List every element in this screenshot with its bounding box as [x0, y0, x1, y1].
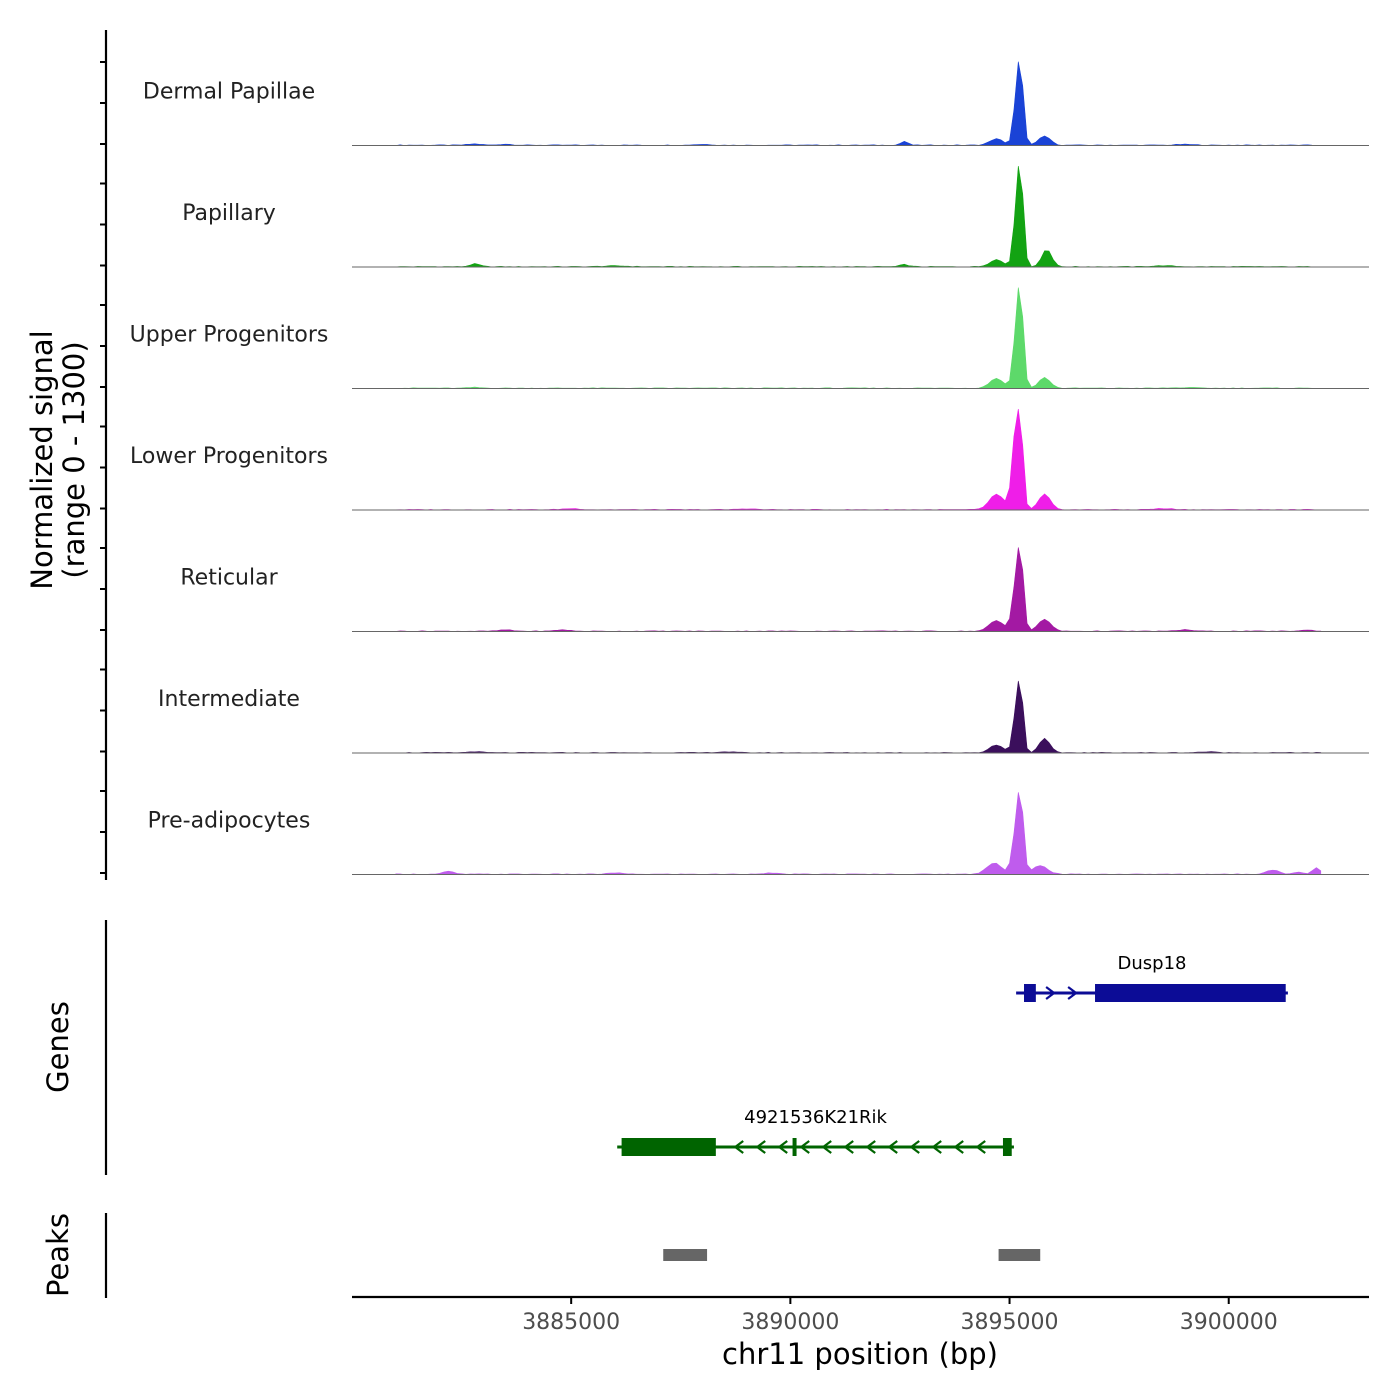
strand-arrow [733, 1140, 744, 1154]
x-tick-label: 3900000 [1180, 1310, 1278, 1335]
coverage-panel: Normalized signal (range 0 - 1300) Derma… [25, 30, 1369, 880]
x-axis: 3885000 3890000 3895000 3900000 chr11 posit… [352, 1295, 1369, 1371]
signal-area [395, 61, 1322, 146]
signal-area [395, 792, 1322, 875]
gene-exon [1095, 984, 1286, 1002]
gene-model: 4921536K21Rik [617, 1107, 1014, 1156]
gene-exon [1024, 984, 1036, 1002]
signal-track: Lower Progenitors [130, 408, 1369, 511]
peak-region-bar [998, 1249, 1041, 1261]
peaks-panel: Peaks [41, 1213, 1041, 1298]
strand-arrow [887, 1140, 898, 1154]
gene-exon [621, 1138, 716, 1156]
strand-arrow [799, 1140, 810, 1154]
x-tick-label: 3890000 [741, 1310, 839, 1335]
signal-track: Papillary [182, 165, 1369, 268]
track-label: Intermediate [158, 687, 300, 712]
strand-arrow [865, 1140, 876, 1154]
signal-track: Reticular [180, 547, 1369, 632]
track-label: Dermal Papillae [143, 80, 315, 105]
gene-exon [1002, 1138, 1012, 1156]
signal-area [395, 408, 1322, 511]
strand-arrow [821, 1140, 832, 1154]
genes-panel: Genes Dusp18 4921536K21Rik [41, 920, 1288, 1175]
x-axis-title: chr11 position (bp) [722, 1337, 998, 1371]
strand-arrow [909, 1140, 920, 1154]
track-label: Lower Progenitors [130, 444, 328, 469]
signal-track: Intermediate [158, 680, 1369, 754]
strand-arrow [755, 1140, 766, 1154]
strand-arrow [975, 1140, 986, 1154]
strand-arrow [843, 1140, 854, 1154]
peak-regions [663, 1249, 1041, 1261]
y-axis-range-title: (range 0 - 1300) [57, 341, 91, 578]
signal-track: Dermal Papillae [143, 61, 1369, 146]
x-ticks: 3885000 3890000 3895000 3900000 [522, 1297, 1278, 1335]
strand-arrow [1067, 986, 1078, 1000]
gene-exon [792, 1138, 797, 1156]
strand-arrow [777, 1140, 788, 1154]
signal-area [395, 680, 1322, 754]
track-label: Upper Progenitors [130, 323, 329, 348]
coverage-y-ticks [100, 61, 106, 874]
x-tick-label: 3885000 [522, 1310, 620, 1335]
track-label: Pre-adipocytes [148, 809, 311, 834]
strand-arrow [1045, 986, 1056, 1000]
strand-arrow [931, 1140, 942, 1154]
gene-models: Dusp18 4921536K21Rik [617, 953, 1288, 1156]
signal-track: Pre-adipocytes [148, 792, 1369, 875]
signal-area [395, 165, 1321, 268]
strand-arrow [953, 1140, 964, 1154]
genes-panel-title: Genes [41, 1001, 75, 1093]
gene-label: 4921536K21Rik [744, 1107, 887, 1128]
track-label: Papillary [182, 201, 276, 226]
gene-model: Dusp18 [1016, 953, 1288, 1002]
signal-tracks: Dermal Papillae Papillary Upper Progenitor… [130, 61, 1369, 875]
signal-area [395, 287, 1322, 389]
signal-area [395, 547, 1322, 632]
track-label: Reticular [180, 566, 278, 591]
gene-label: Dusp18 [1118, 953, 1187, 974]
signal-track: Upper Progenitors [130, 287, 1369, 389]
peak-region-bar [663, 1249, 708, 1261]
y-axis-title: Normalized signal [25, 330, 59, 589]
x-tick-label: 3895000 [961, 1310, 1059, 1335]
peaks-panel-title: Peaks [41, 1213, 75, 1297]
